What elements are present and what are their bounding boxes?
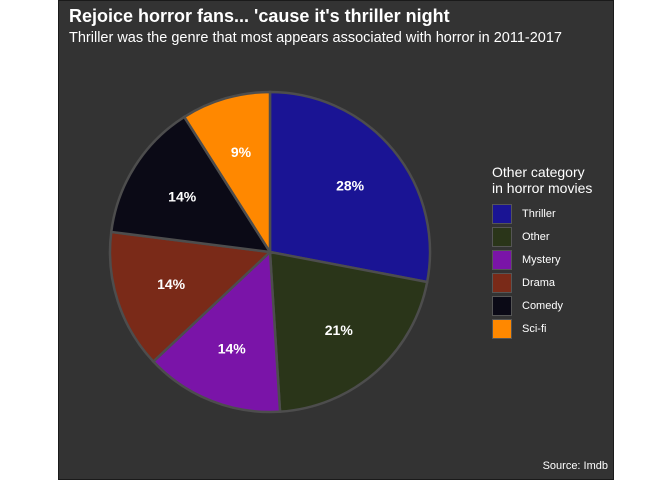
plot-panel: Rejoice horror fans... 'cause it's thril… (58, 0, 614, 480)
legend-item-mystery: Mystery (492, 248, 592, 271)
legend-label-thriller: Thriller (522, 207, 556, 220)
legend-label-mystery: Mystery (522, 253, 561, 266)
pie-chart: 28% 21% 14% 14% 14% 9% (108, 90, 432, 414)
pie-slice-mystery (151, 249, 282, 414)
pie-slice-drama (108, 230, 273, 364)
legend-key-comedy (492, 295, 512, 316)
legend-title: Other category in horror movies (492, 164, 592, 196)
legend-key-sci-fi (492, 318, 512, 339)
legend-label-other: Other (522, 230, 550, 243)
slice-label-other: 21% (325, 322, 354, 338)
chart-title: Rejoice horror fans... 'cause it's thril… (69, 6, 450, 26)
legend-item-comedy: Comedy (492, 294, 592, 317)
pie-slice-other (268, 250, 429, 414)
legend-item-thriller: Thriller (492, 202, 592, 225)
legend-label-sci-fi: Sci-fi (522, 322, 547, 335)
legend-item-sci-fi: Sci-fi (492, 317, 592, 340)
slice-label-mystery: 14% (218, 341, 247, 357)
legend-title-line-1: Other category (492, 164, 585, 180)
legend-key-mystery (492, 249, 512, 270)
legend-item-drama: Drama (492, 271, 592, 294)
slice-label-comedy: 14% (168, 188, 197, 204)
slice-label-thriller: 28% (336, 178, 365, 194)
chart-caption: Source: Imdb (542, 460, 608, 472)
pie-slice-comedy (109, 115, 273, 254)
legend-label-comedy: Comedy (522, 299, 563, 312)
pie-slice-sci-fi (182, 90, 272, 257)
legend-title-line-2: in horror movies (492, 180, 593, 196)
slice-label-drama: 14% (157, 276, 186, 292)
slice-label-sci-fi: 9% (231, 144, 252, 160)
legend: Other category in horror movies Thriller… (492, 164, 592, 340)
pie-slice-thriller (268, 90, 432, 284)
chart-subtitle: Thriller was the genre that most appears… (69, 30, 562, 46)
legend-items: Thriller Other Mystery Drama Comedy Sci-fi (492, 202, 592, 340)
legend-key-drama (492, 272, 512, 293)
legend-label-drama: Drama (522, 276, 556, 289)
legend-key-thriller (492, 203, 512, 224)
legend-item-other: Other (492, 225, 592, 248)
legend-key-other (492, 226, 512, 247)
